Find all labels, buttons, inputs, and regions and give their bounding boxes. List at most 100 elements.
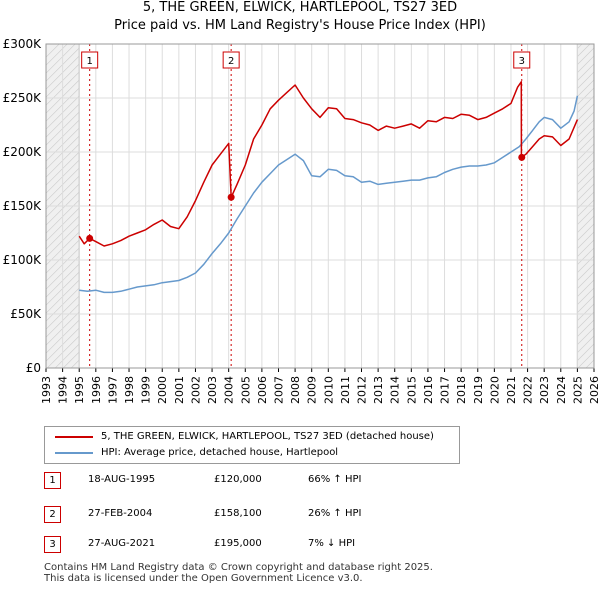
shade-hatch bbox=[62, 351, 80, 368]
shade-hatch bbox=[577, 255, 594, 273]
shade-hatch bbox=[577, 343, 594, 361]
shade-hatch bbox=[577, 44, 583, 49]
shade-hatch bbox=[577, 71, 594, 89]
sale-number-badge: 3 bbox=[44, 536, 61, 553]
shade-hatch bbox=[577, 119, 594, 137]
shade-hatch bbox=[577, 47, 594, 65]
sale-row: 1 18-AUG-1995 £120,000 66% ↑ HPI bbox=[44, 472, 384, 494]
shade-hatch bbox=[577, 223, 594, 241]
sale-price: £120,000 bbox=[214, 474, 262, 485]
x-tick-label: 2016 bbox=[422, 376, 435, 404]
footer-licence: This data is licensed under the Open Gov… bbox=[44, 573, 363, 584]
x-tick-label: 2026 bbox=[588, 376, 600, 404]
x-tick-label: 2025 bbox=[571, 376, 584, 404]
shade-hatch bbox=[577, 351, 594, 368]
shade-hatch bbox=[577, 239, 594, 257]
x-tick-label: 2019 bbox=[472, 376, 485, 404]
sale-chart-badge bbox=[81, 51, 99, 69]
footer: Contains HM Land Registry data © Crown c… bbox=[44, 562, 433, 584]
shade-hatch bbox=[577, 55, 594, 73]
x-tick-label: 2000 bbox=[156, 376, 169, 404]
x-tick-label: 2006 bbox=[256, 376, 269, 404]
shade-hatch bbox=[577, 159, 594, 177]
shade-hatch bbox=[577, 335, 594, 353]
sale-number-badge: 1 bbox=[44, 472, 61, 489]
hpi-line bbox=[79, 95, 579, 294]
shade-hatch bbox=[577, 95, 594, 113]
x-tick-label: 2001 bbox=[173, 376, 186, 404]
sale-price: £195,000 bbox=[214, 538, 262, 549]
shade-hatch bbox=[577, 279, 594, 297]
legend-swatch-hpi bbox=[55, 452, 93, 454]
x-tick-label: 2021 bbox=[505, 376, 518, 404]
x-tick-label: 1995 bbox=[73, 376, 86, 404]
sale-date: 18-AUG-1995 bbox=[88, 474, 156, 485]
shade-hatch bbox=[577, 247, 594, 265]
shade-hatch bbox=[577, 79, 594, 97]
sale-number-badge: 2 bbox=[44, 506, 61, 523]
shade-hatch bbox=[577, 207, 594, 225]
shade-hatch bbox=[577, 135, 594, 153]
sale-point bbox=[518, 153, 526, 161]
shade-hatch bbox=[577, 151, 594, 169]
x-tick-label: 2017 bbox=[439, 376, 452, 404]
chart-title: 5, THE GREEN, ELWICK, HARTLEPOOL, TS27 3… bbox=[142, 0, 458, 15]
sale-chart-badge-label: 2 bbox=[228, 56, 234, 67]
x-tick-label: 2002 bbox=[189, 376, 202, 404]
shade-hatch bbox=[577, 199, 594, 217]
legend-label-price: 5, THE GREEN, ELWICK, HARTLEPOOL, TS27 3… bbox=[101, 431, 434, 442]
legend: 5, THE GREEN, ELWICK, HARTLEPOOL, TS27 3… bbox=[44, 426, 460, 464]
y-tick-label: £100K bbox=[3, 253, 43, 267]
shade-hatch bbox=[577, 327, 594, 345]
x-tick-label: 2022 bbox=[522, 376, 535, 404]
chart-subtitle: Price paid vs. HM Land Registry's House … bbox=[114, 18, 486, 33]
legend-swatch-price bbox=[55, 436, 93, 438]
sale-date: 27-AUG-2021 bbox=[88, 538, 156, 549]
x-tick-label: 2003 bbox=[206, 376, 219, 404]
x-tick-label: 2014 bbox=[389, 376, 402, 404]
price-paid-line bbox=[78, 81, 579, 247]
shade-hatch bbox=[577, 87, 594, 105]
x-tick-label: 2023 bbox=[538, 376, 551, 404]
shade-hatch bbox=[585, 359, 594, 368]
shade-hatch bbox=[577, 24, 594, 41]
shade-hatch bbox=[577, 183, 594, 201]
x-tick-label: 1999 bbox=[140, 376, 153, 404]
shade-hatch bbox=[577, 231, 594, 249]
x-tick-label: 2020 bbox=[488, 376, 501, 404]
sale-point bbox=[86, 234, 94, 242]
y-tick-label: £250K bbox=[3, 91, 43, 105]
sale-row: 2 27-FEB-2004 £158,100 26% ↑ HPI bbox=[44, 506, 384, 528]
shade-hatch bbox=[577, 175, 594, 193]
x-tick-label: 2009 bbox=[306, 376, 319, 404]
shade-hatch bbox=[577, 303, 594, 321]
shade-hatch bbox=[577, 319, 594, 337]
x-tick-label: 1996 bbox=[90, 376, 103, 404]
y-tick-label: £150K bbox=[3, 199, 43, 213]
shade-hatch bbox=[577, 127, 594, 145]
shade-hatch bbox=[577, 167, 594, 185]
sale-date: 27-FEB-2004 bbox=[88, 508, 153, 519]
x-tick-label: 1998 bbox=[123, 376, 136, 404]
shade-hatch bbox=[577, 287, 594, 305]
sale-point bbox=[227, 193, 235, 201]
x-tick-label: 1993 bbox=[40, 376, 53, 404]
sale-row: 3 27-AUG-2021 £195,000 7% ↓ HPI bbox=[44, 536, 384, 558]
sale-chart-badge-label: 1 bbox=[86, 56, 92, 67]
x-tick-label: 2011 bbox=[339, 376, 352, 404]
shade-hatch bbox=[577, 295, 594, 313]
x-tick-label: 2024 bbox=[555, 376, 568, 404]
sale-chart-badge bbox=[222, 51, 240, 69]
shade-hatch bbox=[577, 111, 594, 129]
plot-border bbox=[45, 43, 595, 369]
sale-hpi-change: 66% ↑ HPI bbox=[308, 474, 362, 485]
shade-hatch bbox=[46, 44, 60, 58]
x-tick-label: 2010 bbox=[322, 376, 335, 404]
shade-hatch bbox=[577, 103, 594, 121]
shade-hatch bbox=[577, 263, 594, 281]
sale-price: £158,100 bbox=[214, 508, 262, 519]
y-tick-label: £0 bbox=[26, 361, 41, 375]
legend-label-hpi: HPI: Average price, detached house, Hart… bbox=[101, 447, 339, 458]
x-tick-label: 1997 bbox=[106, 376, 119, 404]
